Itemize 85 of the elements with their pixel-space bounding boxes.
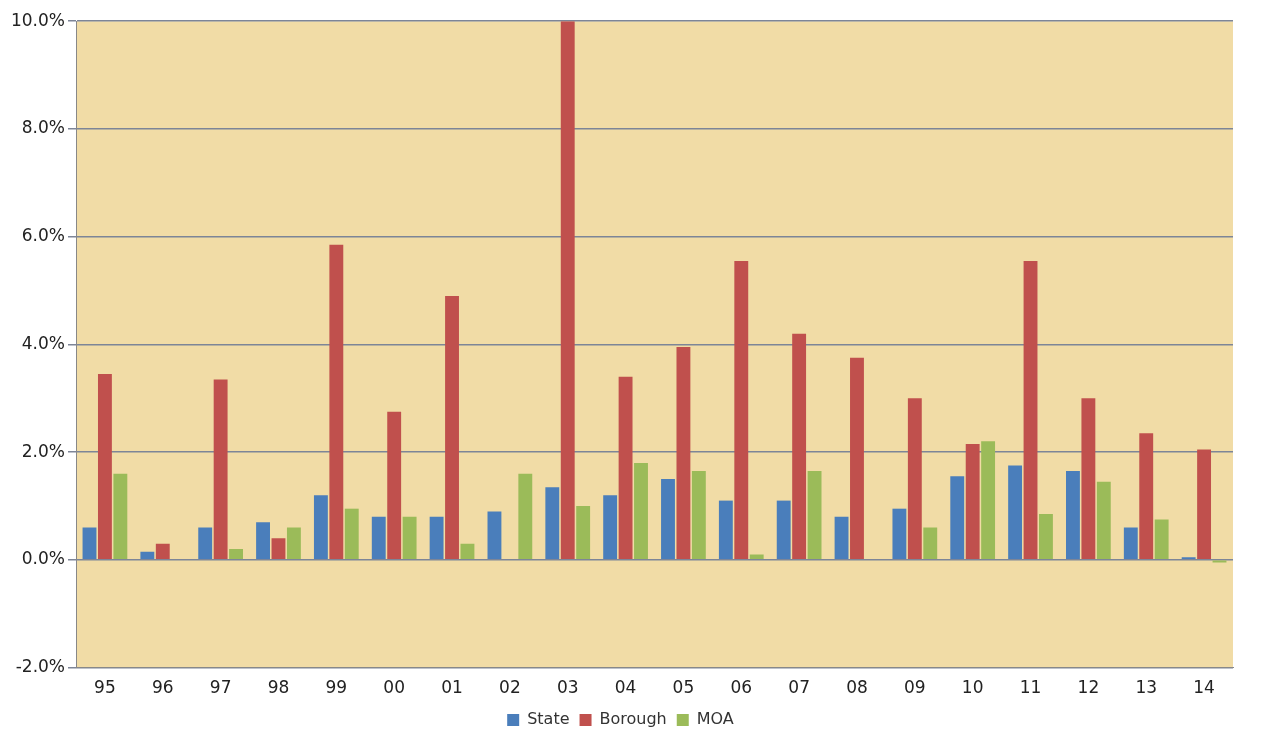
bar [113,473,128,560]
y-tick-label: 8.0% [21,117,65,138]
x-tick-label: 96 [151,677,174,698]
bar [950,476,965,560]
y-tick-label: 10.0% [10,9,65,30]
y-tick-label: 4.0% [21,332,65,353]
y-tick-label: 0.0% [21,548,65,569]
bar [402,516,417,560]
bar [603,495,618,560]
x-tick-label: 97 [209,677,232,698]
bar [1197,449,1212,560]
x-tick-label: 13 [1135,677,1158,698]
x-tick-label: 95 [94,677,116,698]
bar [487,511,502,560]
bar [834,516,849,560]
bar [560,21,575,560]
x-tick-label: 04 [614,677,637,698]
bar [634,462,648,560]
x-tick-label: 08 [846,677,868,698]
bar [850,357,864,560]
x-tick-label: 02 [499,677,521,698]
bar [892,508,907,560]
x-tick-label: 05 [672,677,695,698]
bar [676,347,691,560]
x-tick-label: 09 [904,677,926,698]
bar [1023,260,1038,560]
bar [734,260,749,560]
x-tick-label: 11 [1019,677,1042,698]
bar [545,487,560,560]
bar [198,527,213,560]
bar [271,538,286,560]
bar [460,543,475,560]
bar [371,516,386,560]
x-tick-label: 10 [961,677,984,698]
bar [518,473,533,560]
bar [807,470,822,560]
legend-label: Borough [599,709,667,729]
bar [155,543,170,560]
bar [1154,519,1169,560]
bar [981,441,996,560]
bar [313,495,328,560]
x-tick-label: 12 [1077,677,1100,698]
bar [429,516,444,560]
bar [286,527,301,560]
bar [387,411,402,560]
bar [140,551,155,560]
bar [329,244,344,560]
bar [1139,433,1154,560]
x-tick-label: 00 [383,677,405,698]
bar [82,527,97,560]
x-tick-label: 06 [730,677,753,698]
bar [344,508,359,560]
bar [661,479,675,560]
y-tick-label: 2.0% [21,440,65,461]
bar [749,554,764,560]
bar [907,398,922,560]
bar [1081,398,1096,560]
bar [1123,527,1138,560]
bar [1066,470,1080,560]
bar [1096,481,1111,560]
bar [718,500,733,560]
bar [213,379,228,560]
y-tick-label: 6.0% [21,225,65,246]
x-tick-label: 01 [441,677,463,698]
bar [776,500,791,560]
x-tick-label: 14 [1193,677,1215,698]
bar [97,374,112,560]
x-tick-label: 99 [325,677,348,698]
bar [923,527,938,560]
bar [792,333,807,560]
x-tick-label: 07 [788,677,810,698]
x-tick-label: 03 [556,677,579,698]
y-tick-label: -2.0% [15,656,65,677]
bar [576,506,591,560]
bar [229,549,243,560]
x-tick-label: 98 [267,677,290,698]
bar [1039,514,1053,560]
bar [256,522,270,560]
bar [691,470,706,560]
legend-label: MOA [696,709,734,729]
bar [1008,465,1023,560]
bar [618,376,633,560]
legend-label: State [527,709,570,729]
bar [445,295,459,560]
bar [965,444,980,560]
